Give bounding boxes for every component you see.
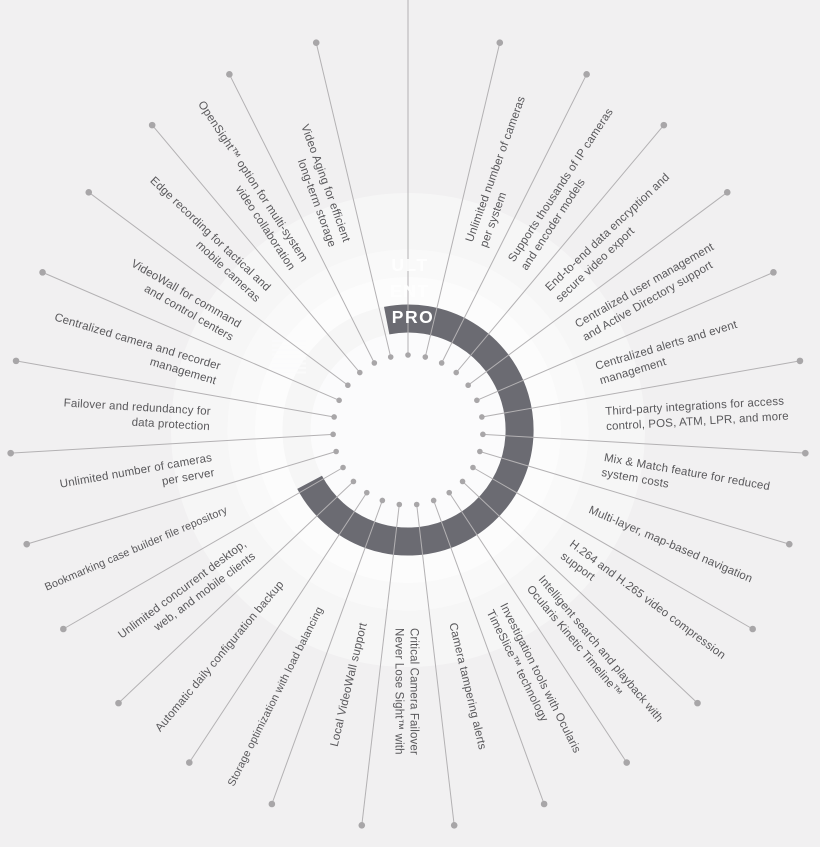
spoke-inner-dot [379,497,386,504]
spoke-line [482,433,806,454]
spoke-inner-dot [479,414,485,420]
spoke-outer-dot [185,759,193,766]
pro-arc [297,304,534,556]
spoke-inner-dot [336,397,342,404]
spoke-inner-dot [477,448,483,455]
spoke-inner-dot [333,448,339,455]
hatch-artifact [272,340,306,374]
spoke-outer-dot [496,39,504,47]
spoke-inner-dot [430,497,437,504]
spoke-line [271,500,383,805]
spoke-outer-dot [148,121,156,129]
spoke-outer-dot [85,189,93,196]
spoke-line [42,271,340,401]
spoke-line [361,504,400,826]
spoke-inner-dot [459,478,466,485]
spoke-inner-dot [413,501,420,508]
spoke-line [63,467,344,630]
spoke-outer-dot [268,800,276,808]
spoke-line [476,271,774,401]
spoke-outer-dot [450,822,458,829]
feature-label-line: Never Lose Sight™ with [393,628,405,755]
spoke-line [15,360,335,418]
spoke-inner-dot [345,382,351,389]
spoke-inner-dot [340,464,346,471]
feature-label-line: Critical Camera Failover [408,628,420,755]
spoke-inner-dot [356,369,363,376]
spoke-line [467,191,728,386]
spoke-outer-dot [312,39,320,47]
spoke-outer-dot [226,71,233,78]
spoke-line [433,500,545,805]
spoke-line [455,124,665,373]
spoke-inner-dot [405,352,411,358]
spoke-line [472,467,753,630]
spoke-outer-dot [723,189,731,196]
spoke-outer-dot [358,822,366,829]
spoke-inner-dot [480,431,486,438]
spoke-outer-dot [694,699,701,707]
spoke-inner-dot [396,501,403,508]
spoke-outer-dot [623,759,631,766]
spoke-outer-dot [660,121,668,129]
tier-label-ult: ULT [391,255,428,275]
spoke-line [479,451,790,545]
spoke-outer-dot [39,269,46,276]
spoke-line [315,42,392,358]
feature-label: Never Lose Sight™ with Critical Camera Fa… [393,628,420,755]
spoke-outer-dot [785,540,793,548]
spokes-layer [7,0,809,829]
spoke-outer-dot [770,269,777,276]
spoke-inner-dot [453,369,460,376]
spoke-line [26,451,337,545]
spoke-line [448,492,628,763]
center-disc [310,332,506,528]
spoke-line [228,74,375,364]
spoke-inner-dot [371,360,378,366]
spoke-line [88,191,349,386]
spoke-outer-dot [802,449,809,457]
spoke-inner-dot [474,397,480,404]
spoke-outer-dot [749,625,756,633]
spoke-inner-dot [422,354,429,360]
spoke-inner-dot [363,489,370,496]
spoke-outer-dot [540,800,548,808]
spoke-line [441,74,588,364]
spoke-line [118,481,354,704]
spoke-outer-dot [583,71,590,78]
spoke-line [10,433,334,454]
spoke-inner-dot [446,489,453,496]
tier-label-ent: ENT [390,281,430,301]
spoke-line [462,481,698,704]
tier-label-pro: PRO [392,307,434,327]
spoke-line [416,504,455,826]
spoke-inner-dot [438,360,445,366]
spoke-line [188,492,368,763]
spoke-line [424,42,501,358]
spoke-inner-dot [330,431,336,438]
spoke-inner-dot [331,414,337,420]
spoke-inner-dot [350,478,357,485]
spoke-line [481,360,801,418]
spoke-outer-dot [12,357,20,365]
spoke-line [151,124,361,373]
spoke-inner-dot [470,464,476,471]
spoke-outer-dot [115,699,122,707]
spoke-inner-dot [387,354,394,360]
spoke-outer-dot [23,540,31,548]
feature-label-line: data protection [131,417,210,434]
spoke-inner-dot [465,382,471,389]
spoke-outer-dot [60,625,67,633]
spoke-outer-dot [796,357,804,365]
spoke-outer-dot [7,449,14,457]
